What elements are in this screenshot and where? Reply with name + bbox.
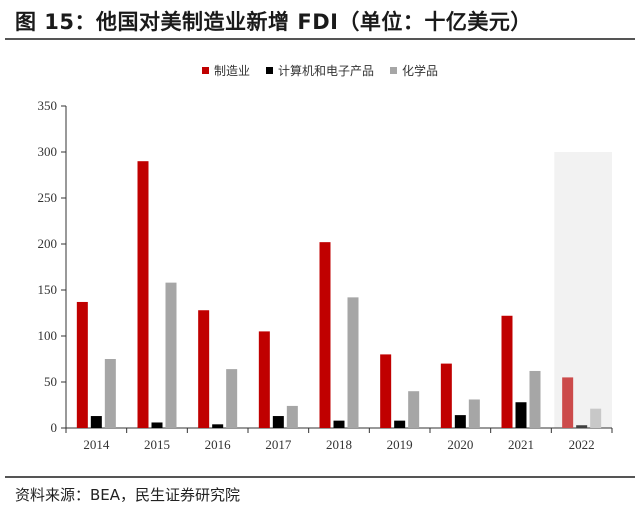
y-tick-label: 250 (38, 190, 58, 205)
bar-manufacturing-2014 (76, 301, 88, 428)
bar-electronics-2021 (515, 402, 527, 428)
legend-item-electronics: 计算机和电子产品 (265, 62, 374, 79)
bar-chemicals-2014 (104, 359, 116, 428)
bar-chemicals-2019 (408, 391, 420, 428)
legend-label-chemicals: 化学品 (402, 64, 439, 78)
bar-chemicals-2015 (165, 282, 177, 428)
legend-label-manufacturing: 制造业 (213, 64, 250, 78)
chart-title: 图 15：他国对美制造业新增 FDI（单位：十亿美元） (15, 10, 532, 34)
bar-manufacturing-2022 (562, 377, 574, 428)
legend-item-manufacturing: 制造业 (201, 62, 250, 79)
title-divider (5, 38, 635, 40)
chart-legend: 制造业 计算机和电子产品 化学品 (0, 62, 640, 79)
source-note: 资料来源：BEA，民生证券研究院 (15, 486, 241, 504)
bar-manufacturing-2021 (501, 315, 513, 428)
bar-electronics-2017 (272, 416, 284, 428)
bar-chart: 0 50 100 150 200 250 300 350 2014 2015 2016 2017 201… (38, 98, 613, 452)
bar-electronics-2016 (212, 424, 224, 428)
legend-swatch-chemicals (390, 67, 397, 74)
y-tick-label: 200 (38, 236, 58, 251)
x-tick-label: 2018 (326, 437, 352, 452)
bar-manufacturing-2017 (258, 331, 270, 428)
bar-chemicals-2017 (286, 405, 298, 428)
y-tick-label: 0 (51, 420, 58, 435)
bar-electronics-2022 (576, 425, 588, 428)
x-tick-label: 2017 (265, 437, 292, 452)
y-tick-label: 150 (38, 282, 58, 297)
legend-item-chemicals: 化学品 (390, 62, 438, 79)
bar-manufacturing-2019 (380, 354, 392, 428)
bar-chemicals-2020 (468, 399, 480, 428)
x-tick-label: 2015 (144, 437, 170, 452)
bar-chemicals-2022 (590, 408, 602, 428)
source-divider (5, 476, 635, 478)
x-tick-label: 2019 (387, 437, 413, 452)
x-tick-label: 2014 (83, 437, 110, 452)
legend-label-electronics: 计算机和电子产品 (277, 64, 374, 78)
x-tick-label: 2022 (569, 437, 595, 452)
x-tick-label: 2021 (508, 437, 534, 452)
x-tick-label: 2020 (447, 437, 473, 452)
bar-manufacturing-2016 (198, 310, 210, 428)
bar-electronics-2018 (333, 420, 345, 428)
bar-manufacturing-2020 (440, 363, 452, 428)
legend-swatch-manufacturing (201, 67, 209, 74)
bar-electronics-2020 (454, 415, 466, 428)
y-tick-label: 350 (38, 98, 58, 113)
legend-swatch-electronics (265, 67, 273, 74)
bar-manufacturing-2018 (319, 242, 331, 428)
bar-electronics-2014 (90, 416, 102, 428)
y-tick-label: 50 (44, 374, 57, 389)
y-tick-label: 300 (38, 144, 58, 159)
bar-electronics-2019 (394, 420, 406, 428)
bar-manufacturing-2015 (137, 161, 149, 428)
y-tick-label: 100 (38, 328, 58, 343)
bar-chemicals-2018 (347, 297, 359, 428)
bar-chemicals-2021 (529, 370, 541, 428)
bar-chemicals-2016 (226, 369, 238, 428)
x-tick-label: 2016 (205, 437, 232, 452)
bar-electronics-2015 (151, 422, 163, 428)
